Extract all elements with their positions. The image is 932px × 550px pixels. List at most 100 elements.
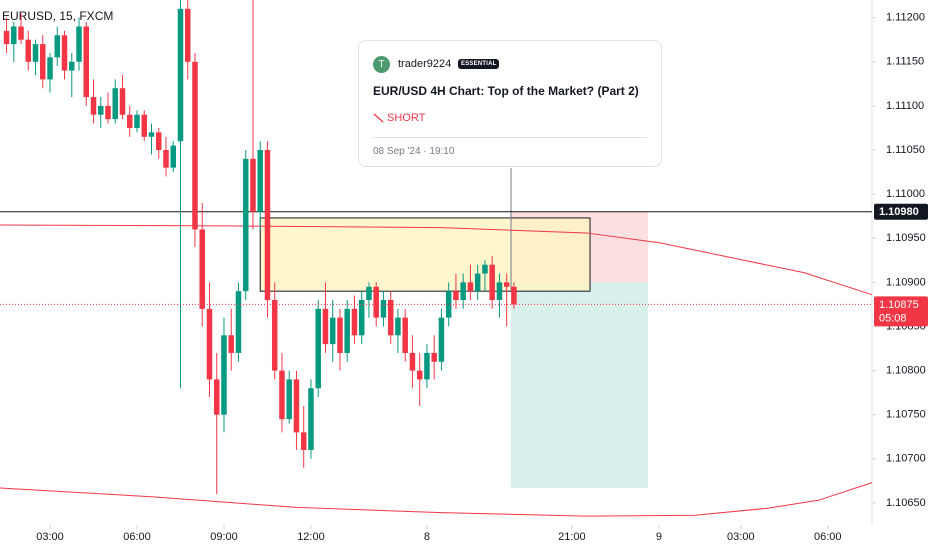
- candle-body: [61, 35, 68, 71]
- candle-body: [511, 286, 517, 305]
- candle-body: [366, 286, 372, 300]
- candle-body: [329, 317, 336, 345]
- candle-body: [192, 61, 198, 230]
- y-tick-label: 1.10750: [886, 409, 926, 421]
- candle-body: [286, 379, 292, 420]
- candle-body: [199, 229, 205, 309]
- x-tick-label: 12:00: [297, 531, 325, 543]
- idea-date: 08 Sep '24 · 19:10: [373, 146, 455, 157]
- candle-body: [322, 308, 329, 345]
- candle-body: [358, 300, 365, 336]
- candle-body: [380, 300, 387, 318]
- candle-body: [221, 335, 227, 415]
- candle-body: [3, 30, 10, 45]
- candle-body: [235, 291, 242, 353]
- candle-body: [32, 44, 39, 62]
- candle-body: [184, 8, 191, 62]
- candle-body: [155, 132, 162, 150]
- candle-body: [76, 26, 82, 62]
- indicator-line: [0, 482, 873, 517]
- candle-body: [337, 317, 343, 353]
- avatar: T: [373, 56, 390, 73]
- short-icon: [373, 113, 384, 123]
- candle-body: [474, 273, 481, 292]
- candle-body: [177, 8, 184, 142]
- candle-body: [228, 335, 234, 353]
- candle-body: [279, 370, 285, 420]
- idea-card[interactable]: T trader9224 ESSENTIAL EUR/USD 4H Chart:…: [358, 40, 662, 167]
- candle-body: [402, 317, 408, 353]
- candle-body: [141, 114, 147, 137]
- candle-body: [213, 379, 220, 415]
- candle-body: [453, 291, 459, 300]
- y-tick-label: 1.10700: [886, 453, 926, 465]
- candle-body: [47, 57, 53, 80]
- candle-body: [373, 286, 379, 318]
- x-tick-label: 9: [656, 531, 662, 543]
- candle-body: [126, 114, 133, 128]
- candle-body: [40, 44, 46, 80]
- candle-body: [395, 317, 401, 336]
- candle-body: [98, 105, 104, 115]
- hline-tag-label: 1.10980: [879, 206, 919, 218]
- candle-body: [163, 150, 169, 168]
- candle-body: [206, 308, 213, 380]
- candle-body: [25, 39, 32, 62]
- candle-body: [18, 26, 24, 40]
- y-tick-label: 1.10900: [886, 276, 926, 288]
- candle-body: [170, 145, 176, 168]
- candle-body: [424, 352, 430, 380]
- candle-body: [54, 35, 61, 58]
- x-tick-label: 03:00: [727, 531, 755, 543]
- x-tick-label: 21:00: [558, 531, 586, 543]
- candle-body: [105, 105, 111, 120]
- candle-body: [438, 317, 445, 362]
- candle-body: [387, 300, 394, 336]
- candle-body: [242, 158, 249, 292]
- candle-body: [482, 264, 488, 274]
- y-tick-label: 1.11000: [886, 188, 925, 200]
- candle-body: [315, 308, 321, 389]
- candle-body: [467, 282, 474, 292]
- candle-body: [257, 150, 263, 212]
- hline-tag: [874, 203, 928, 220]
- x-tick-label: 8: [424, 531, 430, 543]
- candle-body: [271, 300, 278, 371]
- author[interactable]: trader9224: [398, 58, 452, 70]
- candle-body: [496, 282, 503, 300]
- candle-body: [90, 97, 97, 115]
- x-tick-label: 09:00: [210, 531, 238, 543]
- candle-body: [416, 370, 423, 380]
- candle-body: [503, 282, 510, 287]
- last-price-label: 1.10875: [879, 299, 919, 311]
- candle-body: [344, 308, 350, 353]
- y-tick-label: 1.10950: [886, 232, 926, 244]
- zone-box: [259, 217, 591, 292]
- candle-body: [264, 150, 271, 300]
- candle-body: [250, 158, 256, 212]
- candle-body: [119, 88, 126, 115]
- target-zone: [511, 282, 649, 488]
- y-tick-label: 1.10650: [886, 497, 926, 509]
- symbol-title: EURUSD, 15, FXCM: [2, 9, 113, 23]
- y-tick-label: 1.11100: [886, 100, 924, 112]
- candle-body: [293, 379, 300, 433]
- x-tick-label: 06:00: [123, 531, 151, 543]
- candle-body: [409, 352, 416, 371]
- countdown-label: 05:08: [879, 312, 907, 324]
- y-tick-label: 1.11200: [886, 12, 925, 24]
- idea-title[interactable]: EUR/USD 4H Chart: Top of the Market? (Pa…: [373, 84, 639, 98]
- separator: [373, 137, 647, 138]
- candle-body: [351, 308, 358, 336]
- candle-body: [460, 282, 466, 300]
- candle-body: [112, 88, 119, 120]
- candle-body: [445, 291, 452, 318]
- candle-body: [69, 61, 75, 71]
- y-tick-label: 1.11150: [886, 56, 924, 68]
- y-tick-label: 1.11050: [886, 144, 925, 156]
- candle-body: [11, 26, 17, 45]
- candle-body: [308, 388, 314, 450]
- last-price-tag: [874, 296, 928, 327]
